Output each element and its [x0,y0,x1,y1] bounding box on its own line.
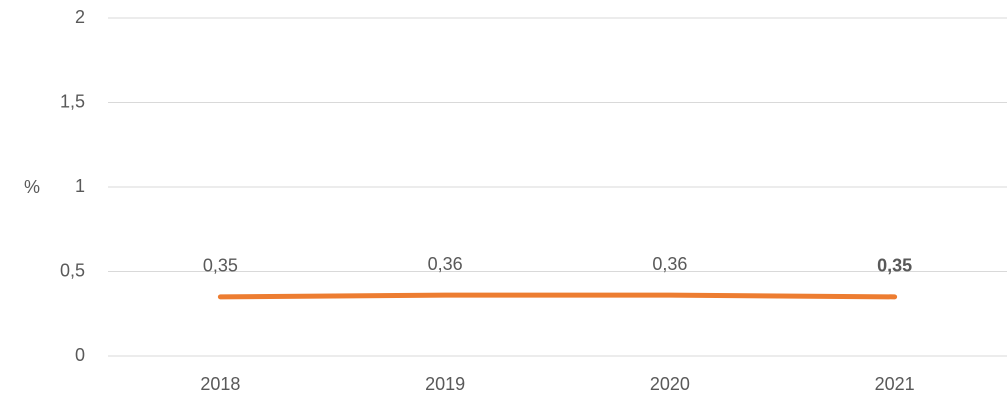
data-label: 0,36 [652,254,687,274]
y-axis-label: % [24,177,40,197]
x-tick-label: 2020 [650,374,690,394]
y-tick-label: 0,5 [60,260,85,280]
x-tick-label: 2021 [875,374,915,394]
y-tick-label: 0 [75,345,85,365]
x-tick-label: 2018 [200,374,240,394]
y-tick-label: 2 [75,7,85,27]
y-tick-label: 1 [75,176,85,196]
data-label: 0,35 [877,256,912,276]
data-label: 0,36 [428,254,463,274]
data-label: 0,35 [203,256,238,276]
y-tick-label: 1,5 [60,91,85,111]
x-tick-label: 2019 [425,374,465,394]
line [217,292,898,300]
